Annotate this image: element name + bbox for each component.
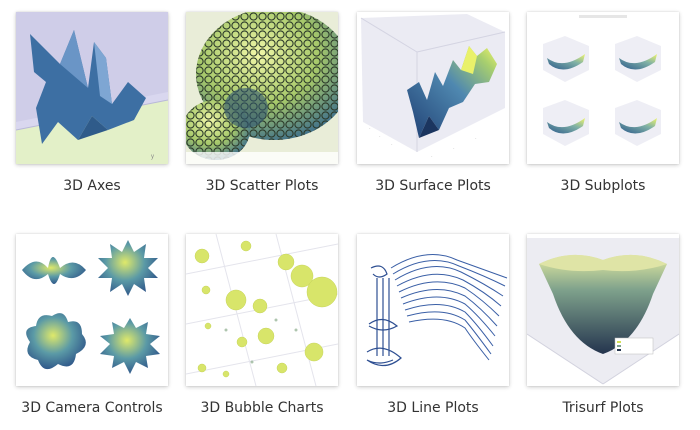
- gallery-card-label[interactable]: 3D Scatter Plots: [205, 178, 319, 194]
- gallery-card-3d-scatter[interactable]: 3D Scatter Plots: [186, 12, 338, 202]
- 3d-subplots-thumbnail[interactable]: [527, 12, 679, 164]
- gallery-card-label[interactable]: 3D Axes: [63, 178, 121, 194]
- gallery-card-3d-subplots[interactable]: 3D Subplots: [527, 12, 679, 202]
- svg-text:·: ·: [453, 146, 455, 152]
- gallery-card-label[interactable]: 3D Subplots: [560, 178, 646, 194]
- svg-text:·: ·: [369, 126, 371, 132]
- gallery-card-trisurf[interactable]: Trisurf Plots: [527, 234, 679, 424]
- trisurf-thumbnail[interactable]: [527, 234, 679, 386]
- 3d-surface-thumbnail[interactable]: · · · · · ·: [357, 12, 509, 164]
- 3d-bubble-thumbnail[interactable]: [186, 234, 338, 386]
- svg-text:·: ·: [391, 142, 393, 148]
- 3d-line-thumbnail[interactable]: [357, 234, 509, 386]
- gallery-card-3d-camera-controls[interactable]: 3D Camera Controls: [16, 234, 168, 424]
- gallery-card-label[interactable]: Trisurf Plots: [562, 400, 644, 416]
- gallery-card-label[interactable]: 3D Camera Controls: [21, 400, 163, 416]
- gallery-card-label[interactable]: 3D Line Plots: [387, 400, 479, 416]
- gallery-card-3d-axes[interactable]: y 3D Axes: [16, 12, 168, 202]
- gallery-card-3d-surface[interactable]: · · · · · · 3D Surface Plots: [357, 12, 509, 202]
- gallery-card-label[interactable]: 3D Bubble Charts: [200, 400, 324, 416]
- svg-text:·: ·: [475, 136, 477, 142]
- 3d-axes-thumbnail[interactable]: y: [16, 12, 168, 164]
- svg-text:y: y: [151, 154, 154, 160]
- 3d-scatter-thumbnail[interactable]: [186, 12, 338, 164]
- svg-text:·: ·: [379, 134, 381, 140]
- svg-text:·: ·: [431, 154, 433, 160]
- gallery-card-label[interactable]: 3D Surface Plots: [375, 178, 491, 194]
- 3d-camera-controls-thumbnail[interactable]: [16, 234, 168, 386]
- gallery-card-3d-bubble[interactable]: 3D Bubble Charts: [186, 234, 338, 424]
- gallery-card-3d-line[interactable]: 3D Line Plots: [357, 234, 509, 424]
